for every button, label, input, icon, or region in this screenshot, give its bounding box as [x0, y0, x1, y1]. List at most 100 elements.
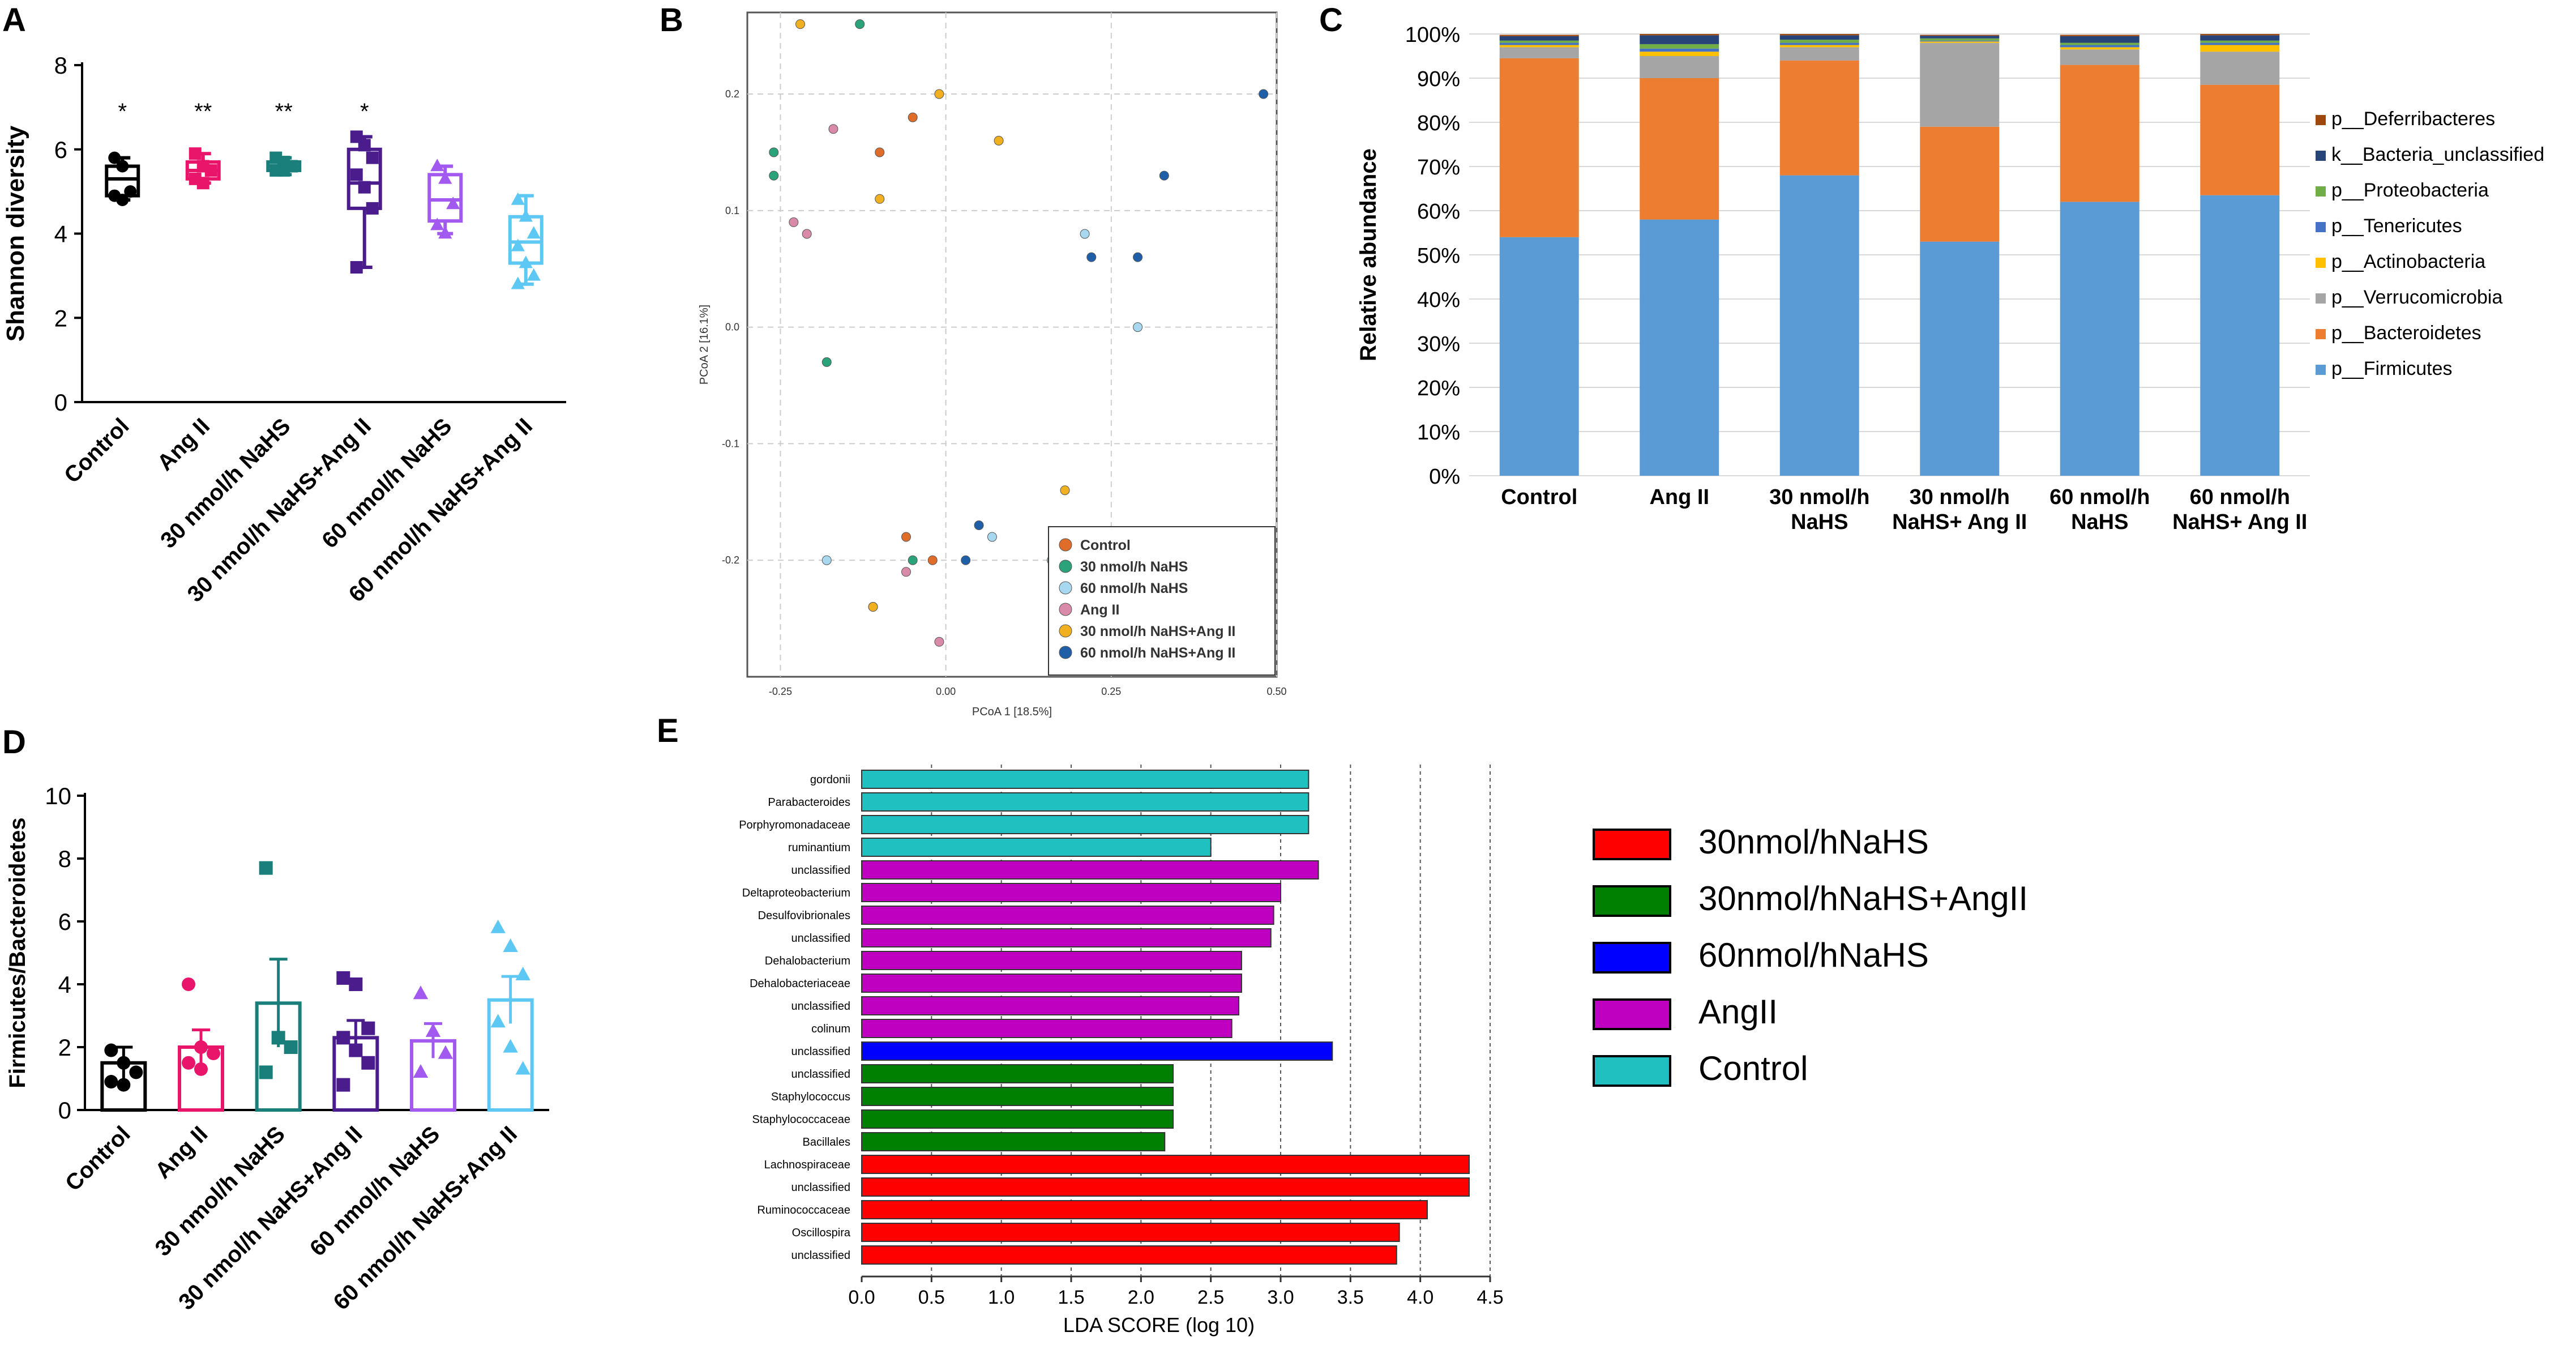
legend-swatch	[1593, 829, 1671, 860]
stack-segment	[1640, 44, 1719, 49]
legend-swatch	[1059, 624, 1072, 638]
scatter-point	[1259, 89, 1269, 99]
data-point	[446, 197, 460, 210]
x-tick-label: 0.25	[1101, 686, 1121, 697]
lda-bar	[861, 1109, 1174, 1129]
legend-label: 60nmol/hNaHS	[1698, 936, 1929, 974]
x-axis-title: PCoA 1 [18.5%]	[972, 706, 1052, 718]
x-category-label: NaHS	[1791, 510, 1848, 534]
x-tick-label: 2.5	[1197, 1287, 1224, 1308]
significance-mark: *	[360, 99, 369, 124]
stack-segment	[1640, 48, 1719, 52]
legend-swatch	[2316, 115, 2326, 125]
legend-label: p__Bacteroidetes	[2331, 322, 2481, 344]
y-tick-label: 100%	[1405, 23, 1460, 47]
stack-segment	[1640, 34, 1719, 36]
bar-label: Ruminococcaceae	[757, 1204, 850, 1216]
legend-label: p__Firmicutes	[2331, 358, 2453, 379]
stack-segment	[1499, 45, 1579, 48]
stack-segment	[2060, 202, 2139, 476]
data-point	[515, 1061, 530, 1075]
stack-segment	[2060, 49, 2139, 65]
legend-swatch	[2316, 222, 2326, 232]
x-category-label: NaHS+ Ang II	[1892, 510, 2027, 534]
bar-label: Porphyromonadaceae	[739, 819, 850, 831]
data-point	[413, 1064, 429, 1078]
x-category-label: Ang II	[1649, 485, 1709, 509]
scatter-point	[934, 637, 944, 647]
data-point	[207, 1047, 220, 1061]
x-category-label: Ang II	[152, 413, 215, 476]
y-tick-label: -0.2	[722, 554, 739, 566]
x-tick-label: 3.0	[1267, 1287, 1294, 1308]
stack-segment	[2200, 35, 2280, 41]
lda-bar	[861, 1177, 1470, 1197]
bar-label: unclassified	[791, 864, 850, 877]
y-tick-label: 2	[54, 305, 67, 331]
data-point	[336, 1031, 350, 1045]
stack-segment	[2200, 195, 2280, 476]
legend-label: p__Tenericutes	[2331, 215, 2462, 237]
lda-bar	[861, 906, 1274, 925]
stack-segment	[1920, 36, 2000, 39]
y-axis-title: Relative abundance	[1356, 148, 1381, 361]
y-tick-label: 0	[54, 389, 67, 416]
data-point	[336, 971, 350, 985]
lda-bar	[861, 1223, 1400, 1242]
stack-segment	[1779, 34, 1859, 36]
data-point	[350, 168, 363, 181]
scatter-point	[974, 520, 984, 530]
scatter-point	[802, 229, 812, 239]
bar-label: unclassified	[791, 1068, 850, 1081]
legend-swatch	[1059, 560, 1072, 573]
data-point	[361, 1056, 375, 1070]
legend-label: p__Deferribacteres	[2331, 108, 2495, 130]
stack-segment	[1920, 40, 2000, 42]
lda-bar	[861, 996, 1239, 1015]
data-point	[358, 181, 371, 194]
bar-label: unclassified	[791, 1000, 850, 1013]
panel-c-abundance-chart: 0% 10% 20% 30% 40% 50% 60% 70% 80% 90% 100% Relativ…	[1356, 23, 2544, 534]
stack-segment	[2200, 52, 2280, 85]
stack-segment	[1779, 40, 1859, 43]
y-tick-label: 6	[54, 136, 67, 163]
data-point	[284, 1040, 298, 1054]
lda-bar	[861, 1200, 1428, 1219]
scatter-point	[795, 19, 805, 29]
scatter-point	[828, 124, 838, 134]
stack-segment	[2060, 36, 2139, 43]
data-point	[511, 192, 525, 205]
y-tick-label: 60%	[1417, 200, 1460, 224]
legend-label: k__Bacteria_unclassified	[2331, 144, 2544, 165]
data-point	[194, 1062, 208, 1076]
lda-bar	[861, 974, 1242, 993]
stack-segment	[1779, 35, 1859, 40]
lda-bar	[861, 1087, 1174, 1106]
data-point	[336, 1078, 350, 1092]
legend-label: 30nmol/hNaHS	[1698, 823, 1929, 861]
lda-bar	[861, 1064, 1174, 1083]
scatter-point	[987, 532, 997, 542]
y-tick-label: 10	[45, 783, 71, 809]
stack-segment	[1640, 78, 1719, 220]
legend-label: 30 nmol/h NaHS	[1080, 559, 1188, 575]
legend-swatch	[2316, 293, 2326, 304]
stack-segment	[1640, 52, 1719, 56]
data-point	[358, 139, 371, 152]
y-axis-title: PCoA 2 [16.1%]	[698, 305, 711, 385]
data-point	[104, 1075, 118, 1089]
data-point	[189, 147, 202, 160]
legend-swatch	[1059, 581, 1072, 595]
bar-label: ruminantium	[788, 842, 850, 854]
stack-segment	[1779, 42, 1859, 45]
lda-bar	[861, 951, 1242, 970]
x-tick-label: 0.0	[848, 1287, 875, 1308]
legend-box	[1048, 526, 1276, 676]
data-point	[259, 861, 273, 875]
stack-segment	[2060, 47, 2139, 50]
data-point	[350, 261, 363, 274]
data-point	[511, 276, 525, 289]
scatter-point	[1159, 170, 1169, 181]
y-tick-label: 0.1	[725, 205, 739, 216]
y-tick-label: 0%	[1429, 465, 1460, 489]
